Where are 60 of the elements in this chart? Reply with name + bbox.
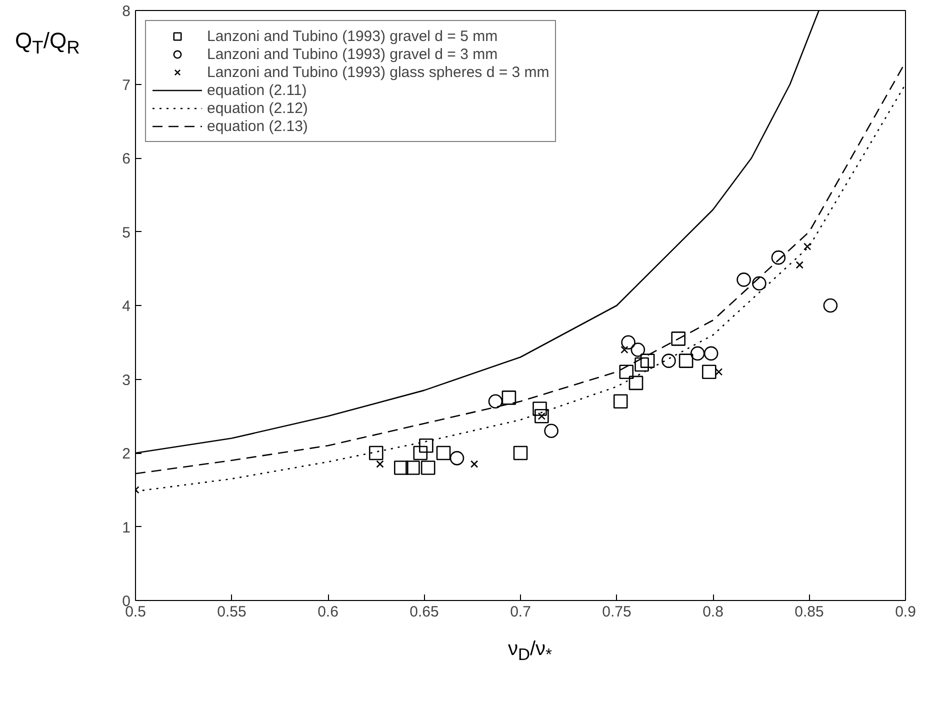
point xyxy=(803,242,812,250)
point xyxy=(823,298,838,313)
point xyxy=(678,354,694,368)
point xyxy=(544,424,558,438)
y-tick-label: 3 xyxy=(122,372,130,389)
legend-label: Lanzoni and Tubino (1993) gravel d = 5 mm xyxy=(207,27,498,45)
point xyxy=(704,346,718,361)
legend-label: equation (2.11) xyxy=(207,81,307,99)
point xyxy=(752,276,766,291)
point xyxy=(662,354,676,368)
point xyxy=(368,446,384,460)
point xyxy=(470,460,478,468)
y-tick-label: 6 xyxy=(122,150,130,168)
y-tick-label: 1 xyxy=(122,519,130,536)
point xyxy=(628,376,644,390)
point xyxy=(620,346,628,354)
legend-label: Lanzoni and Tubino (1993) gravel d = 3 mm xyxy=(207,45,498,63)
point xyxy=(640,354,655,368)
point xyxy=(420,460,436,475)
x-tick-label: 0.65 xyxy=(410,604,439,620)
point xyxy=(702,364,716,380)
point xyxy=(619,364,634,380)
legend-label: equation (2.13) xyxy=(207,117,308,135)
x-tick-label: 0.85 xyxy=(794,604,824,620)
point xyxy=(502,390,516,405)
point xyxy=(736,272,751,287)
x-axis-title: ν$_{D}$/ν$_{*}$ xyxy=(508,637,552,666)
point xyxy=(488,394,503,409)
x-tick-label: 0.9 xyxy=(895,604,916,620)
legend-label: Lanzoni and Tubino (1993) glass spheres d = 3 mm xyxy=(207,63,550,81)
point xyxy=(513,446,528,460)
y-tick-label: 5 xyxy=(122,224,130,242)
point xyxy=(406,460,420,475)
y-tick-label: 4 xyxy=(122,298,130,315)
point xyxy=(630,342,646,357)
point xyxy=(690,346,705,361)
y-tick-label: 8 xyxy=(122,3,130,20)
point xyxy=(376,460,384,468)
y-tick-label: 7 xyxy=(122,76,130,94)
point xyxy=(613,394,628,409)
point xyxy=(532,402,547,416)
point xyxy=(419,438,434,453)
x-tick-label: 0.55 xyxy=(217,604,246,620)
point xyxy=(450,451,464,466)
y-tick-label: 2 xyxy=(122,446,130,462)
x-tick-label: 0.8 xyxy=(702,604,724,620)
x-tick-label: 0.75 xyxy=(602,604,632,620)
y-axis-title: Q$_{T}$/Q$_{R}$ xyxy=(15,27,80,60)
point xyxy=(621,335,636,350)
x-tick-label: 0.7 xyxy=(510,604,531,620)
point xyxy=(534,408,549,424)
x-tick-label: 0.6 xyxy=(318,604,338,620)
point xyxy=(394,460,408,475)
point xyxy=(634,357,649,372)
point xyxy=(771,250,786,265)
point xyxy=(671,332,686,346)
point xyxy=(436,446,451,460)
point xyxy=(413,446,428,460)
legend-label: equation (2.12) xyxy=(207,99,308,117)
point xyxy=(796,261,804,269)
